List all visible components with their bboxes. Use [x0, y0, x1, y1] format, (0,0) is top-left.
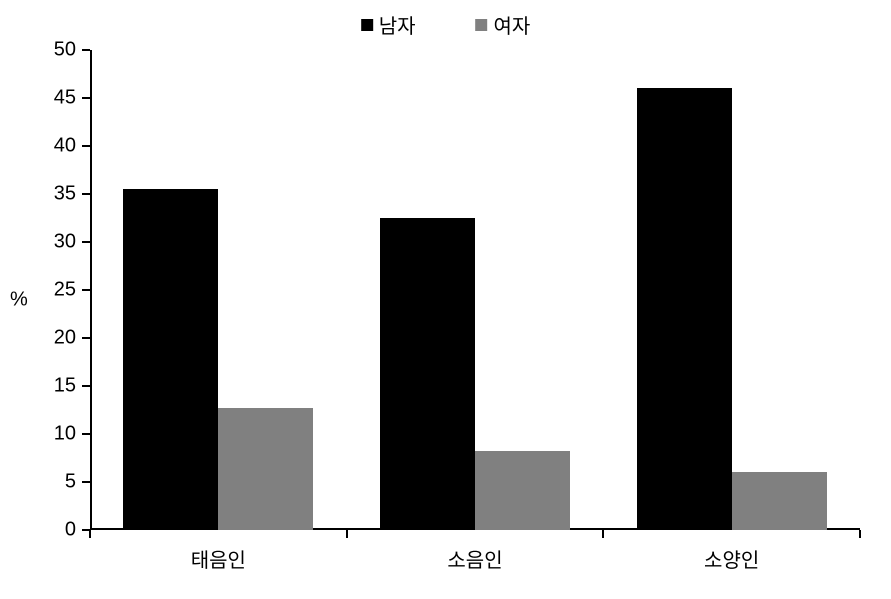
x-tick — [346, 530, 348, 538]
y-tick-label: 20 — [54, 327, 90, 350]
y-tick-label: 35 — [54, 183, 90, 206]
x-tick — [602, 530, 604, 538]
x-tick-label: 소음인 — [447, 530, 502, 573]
legend-label-0: 남자 — [379, 10, 416, 39]
plot-area: 05101520253035404550태음인소음인소양인 — [90, 50, 860, 530]
y-axis-label: % — [10, 288, 28, 311]
y-tick-label: 40 — [54, 135, 90, 158]
y-tick-label: 30 — [54, 231, 90, 254]
bar-여자-소음인 — [475, 451, 570, 530]
legend-item-0: 남자 — [361, 10, 416, 39]
legend-item-1: 여자 — [476, 10, 531, 39]
bar-남자-소음인 — [380, 218, 475, 530]
legend: 남자 여자 — [361, 10, 531, 39]
chart-container: 남자여자 % 05101520253035404550태음인소음인소양인 — [0, 0, 891, 599]
y-tick-label: 15 — [54, 375, 90, 398]
bar-여자-소양인 — [732, 472, 827, 530]
bar-남자-소양인 — [637, 88, 732, 530]
y-tick-label: 45 — [54, 87, 90, 110]
legend-swatch-0 — [361, 19, 373, 31]
bar-남자-태음인 — [123, 189, 218, 530]
legend-swatch-1 — [476, 19, 488, 31]
x-tick — [859, 530, 861, 538]
x-tick — [89, 530, 91, 538]
y-tick-label: 5 — [65, 471, 90, 494]
legend-label-1: 여자 — [494, 10, 531, 39]
x-tick-label: 태음인 — [191, 530, 246, 573]
y-tick-label: 50 — [54, 39, 90, 62]
y-tick-label: 25 — [54, 279, 90, 302]
y-axis-line — [90, 50, 92, 530]
x-tick-label: 소양인 — [704, 530, 759, 573]
y-tick-label: 10 — [54, 423, 90, 446]
y-tick-label: 0 — [65, 519, 90, 542]
bar-여자-태음인 — [218, 408, 313, 530]
